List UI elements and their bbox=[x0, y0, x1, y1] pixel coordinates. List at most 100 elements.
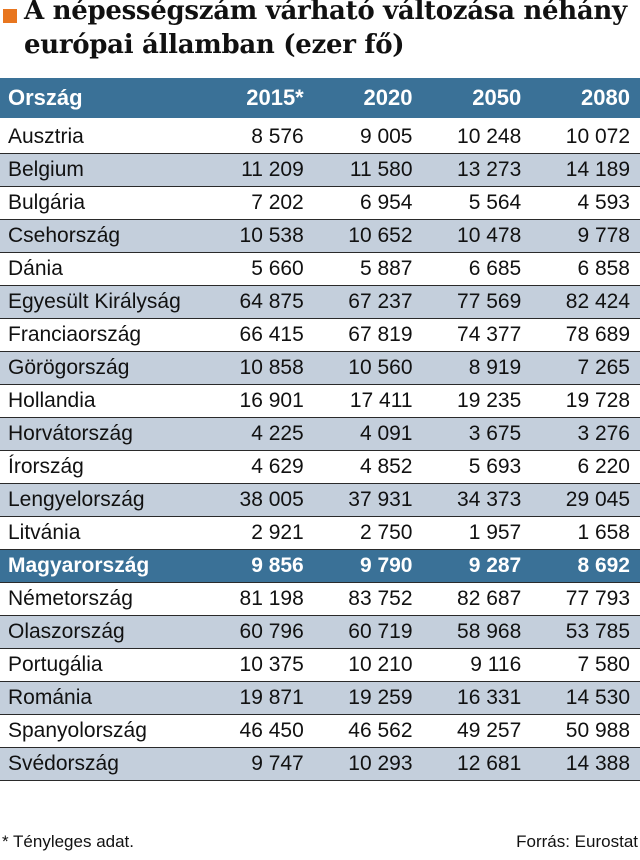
table-row: Olaszország 60 796 60 719 58 968 53 785 bbox=[0, 615, 640, 649]
cell-2020: 6 954 bbox=[313, 186, 423, 220]
table-row: Horvátország 4 225 4 091 3 675 3 276 bbox=[0, 417, 640, 451]
cell-2020: 4 852 bbox=[313, 450, 423, 484]
cell-2020: 10 293 bbox=[313, 747, 423, 781]
table-row: Belgium 11 209 11 580 13 273 14 189 bbox=[0, 153, 640, 187]
cell-2020: 10 652 bbox=[313, 219, 423, 253]
column-header-country: Ország bbox=[0, 78, 205, 121]
cell-2050: 74 377 bbox=[422, 318, 532, 352]
cell-2080: 82 424 bbox=[531, 285, 640, 319]
cell-2050: 19 235 bbox=[422, 384, 532, 418]
cell-2050: 10 248 bbox=[422, 119, 532, 154]
title-block: A népességszám várható változása néhány … bbox=[0, 0, 640, 70]
column-header-2015: 2015* bbox=[205, 78, 314, 121]
cell-2020: 9 005 bbox=[313, 119, 423, 154]
cell-2015: 4 225 bbox=[205, 417, 314, 451]
table-row: Litvánia 2 921 2 750 1 957 1 658 bbox=[0, 516, 640, 550]
cell-2020: 46 562 bbox=[313, 714, 423, 748]
cell-2050: 16 331 bbox=[422, 681, 532, 715]
table-row: Hollandia 16 901 17 411 19 235 19 728 bbox=[0, 384, 640, 418]
cell-2015: 10 538 bbox=[205, 219, 314, 253]
table-row: Svédország 9 747 10 293 12 681 14 388 bbox=[0, 747, 640, 781]
cell-2050: 58 968 bbox=[422, 615, 532, 649]
cell-2080: 1 658 bbox=[531, 516, 640, 550]
cell-country: Portugália bbox=[0, 648, 205, 682]
cell-2015: 66 415 bbox=[205, 318, 314, 352]
cell-2015: 5 660 bbox=[205, 252, 314, 286]
cell-2080: 19 728 bbox=[531, 384, 640, 418]
cell-2050: 5 693 bbox=[422, 450, 532, 484]
cell-2020: 19 259 bbox=[313, 681, 423, 715]
cell-2015: 4 629 bbox=[205, 450, 314, 484]
cell-2080: 8 692 bbox=[531, 549, 640, 583]
page-title-line-2: európai államban (ezer fő) bbox=[24, 30, 405, 60]
cell-2015: 64 875 bbox=[205, 285, 314, 319]
column-header-2050: 2050 bbox=[422, 78, 532, 121]
cell-2020: 60 719 bbox=[313, 615, 423, 649]
cell-2020: 17 411 bbox=[313, 384, 423, 418]
cell-2020: 9 790 bbox=[313, 549, 423, 583]
cell-2020: 5 887 bbox=[313, 252, 423, 286]
table-row: Magyarország 9 856 9 790 9 287 8 692 bbox=[0, 549, 640, 583]
cell-2050: 9 116 bbox=[422, 648, 532, 682]
cell-country: Lengyelország bbox=[0, 483, 205, 517]
cell-2080: 6 858 bbox=[531, 252, 640, 286]
cell-2080: 6 220 bbox=[531, 450, 640, 484]
cell-2050: 10 478 bbox=[422, 219, 532, 253]
cell-2050: 9 287 bbox=[422, 549, 532, 583]
cell-2050: 12 681 bbox=[422, 747, 532, 781]
cell-2015: 2 921 bbox=[205, 516, 314, 550]
cell-2015: 38 005 bbox=[205, 483, 314, 517]
cell-2015: 60 796 bbox=[205, 615, 314, 649]
cell-2015: 9 747 bbox=[205, 747, 314, 781]
cell-country: Románia bbox=[0, 681, 205, 715]
cell-country: Csehország bbox=[0, 219, 205, 253]
cell-country: Görögország bbox=[0, 351, 205, 385]
cell-country: Bulgária bbox=[0, 186, 205, 220]
cell-2050: 8 919 bbox=[422, 351, 532, 385]
cell-2080: 14 388 bbox=[531, 747, 640, 781]
table-row: Lengyelország 38 005 37 931 34 373 29 045 bbox=[0, 483, 640, 517]
cell-country: Írország bbox=[0, 450, 205, 484]
cell-2050: 49 257 bbox=[422, 714, 532, 748]
cell-2050: 82 687 bbox=[422, 582, 532, 616]
table-row: Spanyolország 46 450 46 562 49 257 50 988 bbox=[0, 714, 640, 748]
cell-2020: 10 560 bbox=[313, 351, 423, 385]
table-row: Ausztria 8 576 9 005 10 248 10 072 bbox=[0, 119, 640, 154]
table-row: Csehország 10 538 10 652 10 478 9 778 bbox=[0, 219, 640, 253]
column-header-2020: 2020 bbox=[313, 78, 423, 121]
cell-country: Dánia bbox=[0, 252, 205, 286]
cell-country: Németország bbox=[0, 582, 205, 616]
title-marker-square bbox=[3, 9, 17, 23]
cell-2050: 5 564 bbox=[422, 186, 532, 220]
cell-country: Svédország bbox=[0, 747, 205, 781]
table-body: Ausztria 8 576 9 005 10 248 10 072 Belgium 11 … bbox=[0, 119, 640, 781]
table-row: Németország 81 198 83 752 82 687 77 793 bbox=[0, 582, 640, 616]
cell-2020: 11 580 bbox=[313, 153, 423, 187]
cell-2050: 6 685 bbox=[422, 252, 532, 286]
cell-country: Egyesült Királyság bbox=[0, 285, 205, 319]
column-header-2080: 2080 bbox=[531, 78, 640, 121]
cell-2080: 77 793 bbox=[531, 582, 640, 616]
cell-country: Ausztria bbox=[0, 119, 205, 154]
cell-2080: 3 276 bbox=[531, 417, 640, 451]
cell-2015: 8 576 bbox=[205, 119, 314, 154]
cell-2050: 77 569 bbox=[422, 285, 532, 319]
cell-country: Belgium bbox=[0, 153, 205, 187]
cell-2020: 37 931 bbox=[313, 483, 423, 517]
cell-country: Horvátország bbox=[0, 417, 205, 451]
cell-2020: 83 752 bbox=[313, 582, 423, 616]
cell-2015: 16 901 bbox=[205, 384, 314, 418]
cell-2050: 1 957 bbox=[422, 516, 532, 550]
cell-country: Magyarország bbox=[0, 549, 205, 583]
table-header-row: Ország 2015* 2020 2050 2080 bbox=[0, 78, 640, 121]
cell-2015: 11 209 bbox=[205, 153, 314, 187]
cell-2080: 9 778 bbox=[531, 219, 640, 253]
table-row: Egyesült Királyság 64 875 67 237 77 569 82 4… bbox=[0, 285, 640, 319]
cell-2020: 67 819 bbox=[313, 318, 423, 352]
cell-country: Hollandia bbox=[0, 384, 205, 418]
table-row: Románia 19 871 19 259 16 331 14 530 bbox=[0, 681, 640, 715]
table-row: Franciaország 66 415 67 819 74 377 78 689 bbox=[0, 318, 640, 352]
cell-2080: 50 988 bbox=[531, 714, 640, 748]
cell-country: Spanyolország bbox=[0, 714, 205, 748]
